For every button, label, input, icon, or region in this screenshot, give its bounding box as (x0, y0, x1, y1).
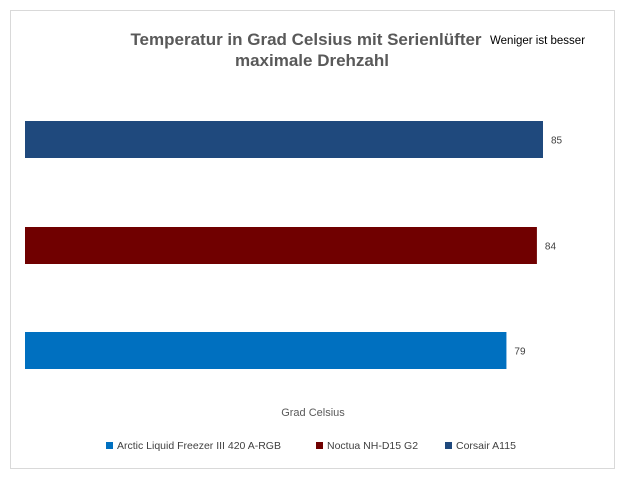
legend-item: Corsair A115 (445, 440, 516, 452)
bar-arctic-liquid-freezer-iii-420-a-rgb (25, 332, 507, 369)
bar-group: 85 84 79 (25, 121, 563, 369)
legend-label: Arctic Liquid Freezer III 420 A-RGB (117, 440, 281, 452)
legend-item: Noctua NH-D15 G2 (316, 440, 418, 452)
bar-corsair-a115 (25, 121, 543, 158)
data-label: 84 (545, 242, 557, 253)
data-label: 79 (514, 347, 526, 358)
data-label: 85 (551, 136, 563, 147)
legend: Arctic Liquid Freezer III 420 A-RGB Noctu… (106, 440, 516, 452)
legend-label: Corsair A115 (456, 440, 516, 452)
legend-swatch (106, 442, 113, 449)
legend-swatch (316, 442, 323, 449)
legend-swatch (445, 442, 452, 449)
bar-noctua-nh-d15-g2 (25, 227, 537, 264)
x-axis-title: Grad Celsius (281, 407, 345, 419)
legend-item: Arctic Liquid Freezer III 420 A-RGB (106, 440, 281, 452)
chart-title-line-1: Temperatur in Grad Celsius mit Serienlüf… (130, 30, 481, 49)
chart-note: Weniger ist besser (490, 35, 585, 47)
legend-label: Noctua NH-D15 G2 (327, 440, 418, 452)
chart-title-line-2: maximale Drehzahl (235, 51, 389, 70)
